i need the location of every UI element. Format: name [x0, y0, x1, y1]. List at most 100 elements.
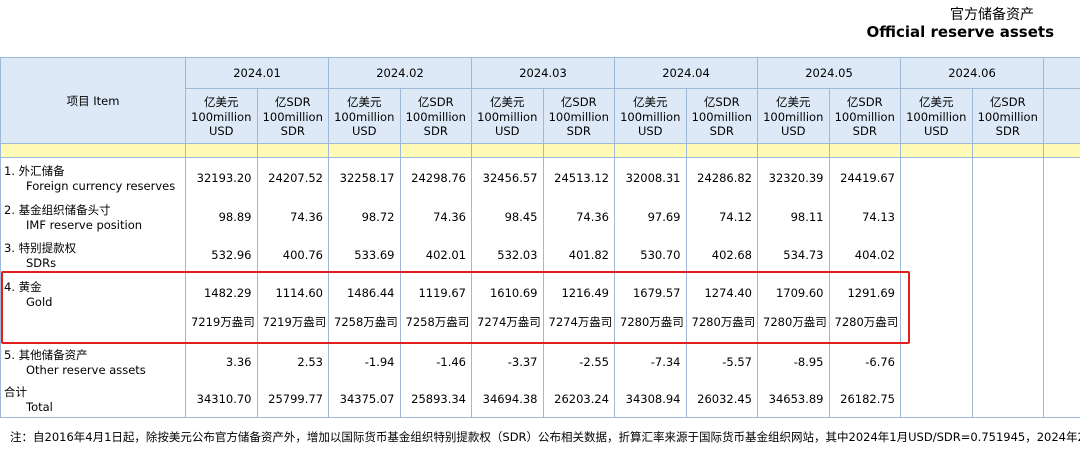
spacer-cell: [828, 143, 901, 158]
value: 1486.44: [346, 285, 395, 300]
unit-line: 100million: [477, 110, 538, 124]
item-header: 项目 Item: [0, 57, 186, 144]
spacer-cell: [971, 143, 1044, 158]
unit-line: SDR: [423, 124, 448, 138]
value-cell: 98.11: [757, 197, 830, 237]
empty-cell: [900, 272, 973, 343]
label-zh: 5. 其他储备资产: [4, 347, 88, 362]
row-label: 5. 其他储备资产 Other reserve assets: [0, 342, 186, 381]
empty-cell: [900, 380, 973, 418]
label-en: Total: [26, 399, 53, 414]
value: 1482.29: [203, 285, 252, 300]
unit-line: 亿SDR: [846, 95, 883, 109]
empty-cell: [1043, 272, 1080, 343]
value-cell: 32008.31: [614, 157, 687, 198]
footnote: 注：自2016年4月1日起，除按美元公布官方储备资产外，增加以国际货币基金组织特…: [10, 430, 1080, 444]
unit-line: SDR: [852, 124, 877, 138]
ounces: 7280万盎司: [620, 314, 684, 329]
value-cell: 32193.20: [185, 157, 258, 198]
value-cell: 402.68: [685, 236, 758, 273]
empty-cell: [971, 272, 1044, 343]
spacer-cell: [399, 143, 472, 158]
value-cell: 34375.07: [328, 380, 401, 418]
value-cell: 24513.12: [542, 157, 615, 198]
title-zh: 官方储备资产: [950, 7, 1034, 23]
value: 1274.40: [704, 285, 752, 300]
unit-line: 100million: [262, 110, 323, 124]
month-header: 2024.04: [614, 57, 758, 89]
spacer-cell: [1043, 143, 1080, 158]
spacer-cell: [471, 143, 544, 158]
month-header: 2024.05: [757, 57, 901, 89]
row-label: 2. 基金组织储备头寸 IMF reserve position: [0, 197, 186, 237]
value: 1610.69: [489, 285, 538, 300]
cut-column: [1043, 57, 1080, 89]
empty-cell: [1043, 236, 1080, 273]
empty-cell: [971, 157, 1044, 198]
unit-line: SDR: [566, 124, 591, 138]
spacer-cell: [328, 143, 401, 158]
label-en: IMF reserve position: [26, 218, 143, 232]
empty-cell: [1043, 380, 1080, 418]
unit-line: 100million: [906, 110, 967, 124]
unit-line: 100million: [620, 110, 681, 124]
value-cell: -2.55: [542, 342, 615, 381]
value-cell: 97.69: [614, 197, 687, 237]
value-cell: 1114.60 7219万盎司: [256, 272, 329, 343]
unit-header: 亿SDR 100million SDR: [685, 88, 758, 144]
unit-header: 亿美元 100million USD: [471, 88, 544, 144]
empty-cell: [900, 157, 973, 198]
spacer-cell: [185, 143, 258, 158]
value-cell: -6.76: [828, 342, 901, 381]
unit-line: 亿SDR: [703, 95, 740, 109]
empty-cell: [900, 342, 973, 381]
month-header: 2024.01: [185, 57, 329, 89]
value-cell: 532.96: [185, 236, 258, 273]
row-label: 4. 黄金 Gold: [0, 272, 186, 343]
value-cell: 402.01: [399, 236, 472, 273]
value-cell: 1291.69 7280万盎司: [828, 272, 901, 343]
value-cell: -5.57: [685, 342, 758, 381]
label-zh: 1. 外汇储备: [4, 163, 65, 178]
row-label: 合计 Total: [0, 380, 186, 418]
row-label: 3. 特别提款权 SDRs: [0, 236, 186, 273]
value-cell: 1119.67 7258万盎司: [399, 272, 472, 343]
label-zh: 4. 黄金: [4, 279, 42, 294]
unit-line: USD: [351, 124, 377, 138]
data-row: 合计 Total 34310.70 25799.77 34375.07 25893.34 3…: [0, 380, 1080, 418]
unit-header: 亿美元 100million USD: [328, 88, 401, 144]
unit-line: USD: [208, 124, 234, 138]
spacer-cell: [900, 143, 973, 158]
ounces: 7274万盎司: [548, 314, 613, 329]
empty-cell: [900, 236, 973, 273]
unit-header: 亿美元 100million USD: [900, 88, 973, 144]
unit-line: 100million: [977, 110, 1038, 124]
unit-line: 100million: [334, 110, 395, 124]
spacer-cell: [614, 143, 687, 158]
ounces: 7219万盎司: [262, 314, 327, 329]
value-cell: 98.72: [328, 197, 401, 237]
unit-line: 亿SDR: [274, 95, 311, 109]
unit-line: SDR: [280, 124, 305, 138]
value-cell: -8.95: [757, 342, 830, 381]
value-cell: 401.82: [542, 236, 615, 273]
empty-cell: [971, 380, 1044, 418]
spacer-cell: [685, 143, 758, 158]
value-cell: 26032.45: [685, 380, 758, 418]
ounces: 7258万盎司: [334, 314, 398, 329]
value-cell: 1610.69 7274万盎司: [471, 272, 544, 343]
label-en: Other reserve assets: [26, 362, 146, 377]
value: 1114.60: [275, 285, 323, 300]
value-cell: 2.53: [256, 342, 329, 381]
value-cell: 1274.40 7280万盎司: [685, 272, 758, 343]
unit-line: USD: [780, 124, 806, 138]
value-cell: 24207.52: [256, 157, 329, 198]
value-cell: 3.36: [185, 342, 258, 381]
highlight-box: [1, 271, 910, 344]
data-row: 3. 特别提款权 SDRs 532.96 400.76 533.69 402.01 532.…: [0, 236, 1080, 273]
spacer-row: [0, 143, 1080, 158]
value-cell: 34694.38: [471, 380, 544, 418]
value: 1679.57: [632, 285, 681, 300]
ounces: 7280万盎司: [834, 314, 899, 329]
